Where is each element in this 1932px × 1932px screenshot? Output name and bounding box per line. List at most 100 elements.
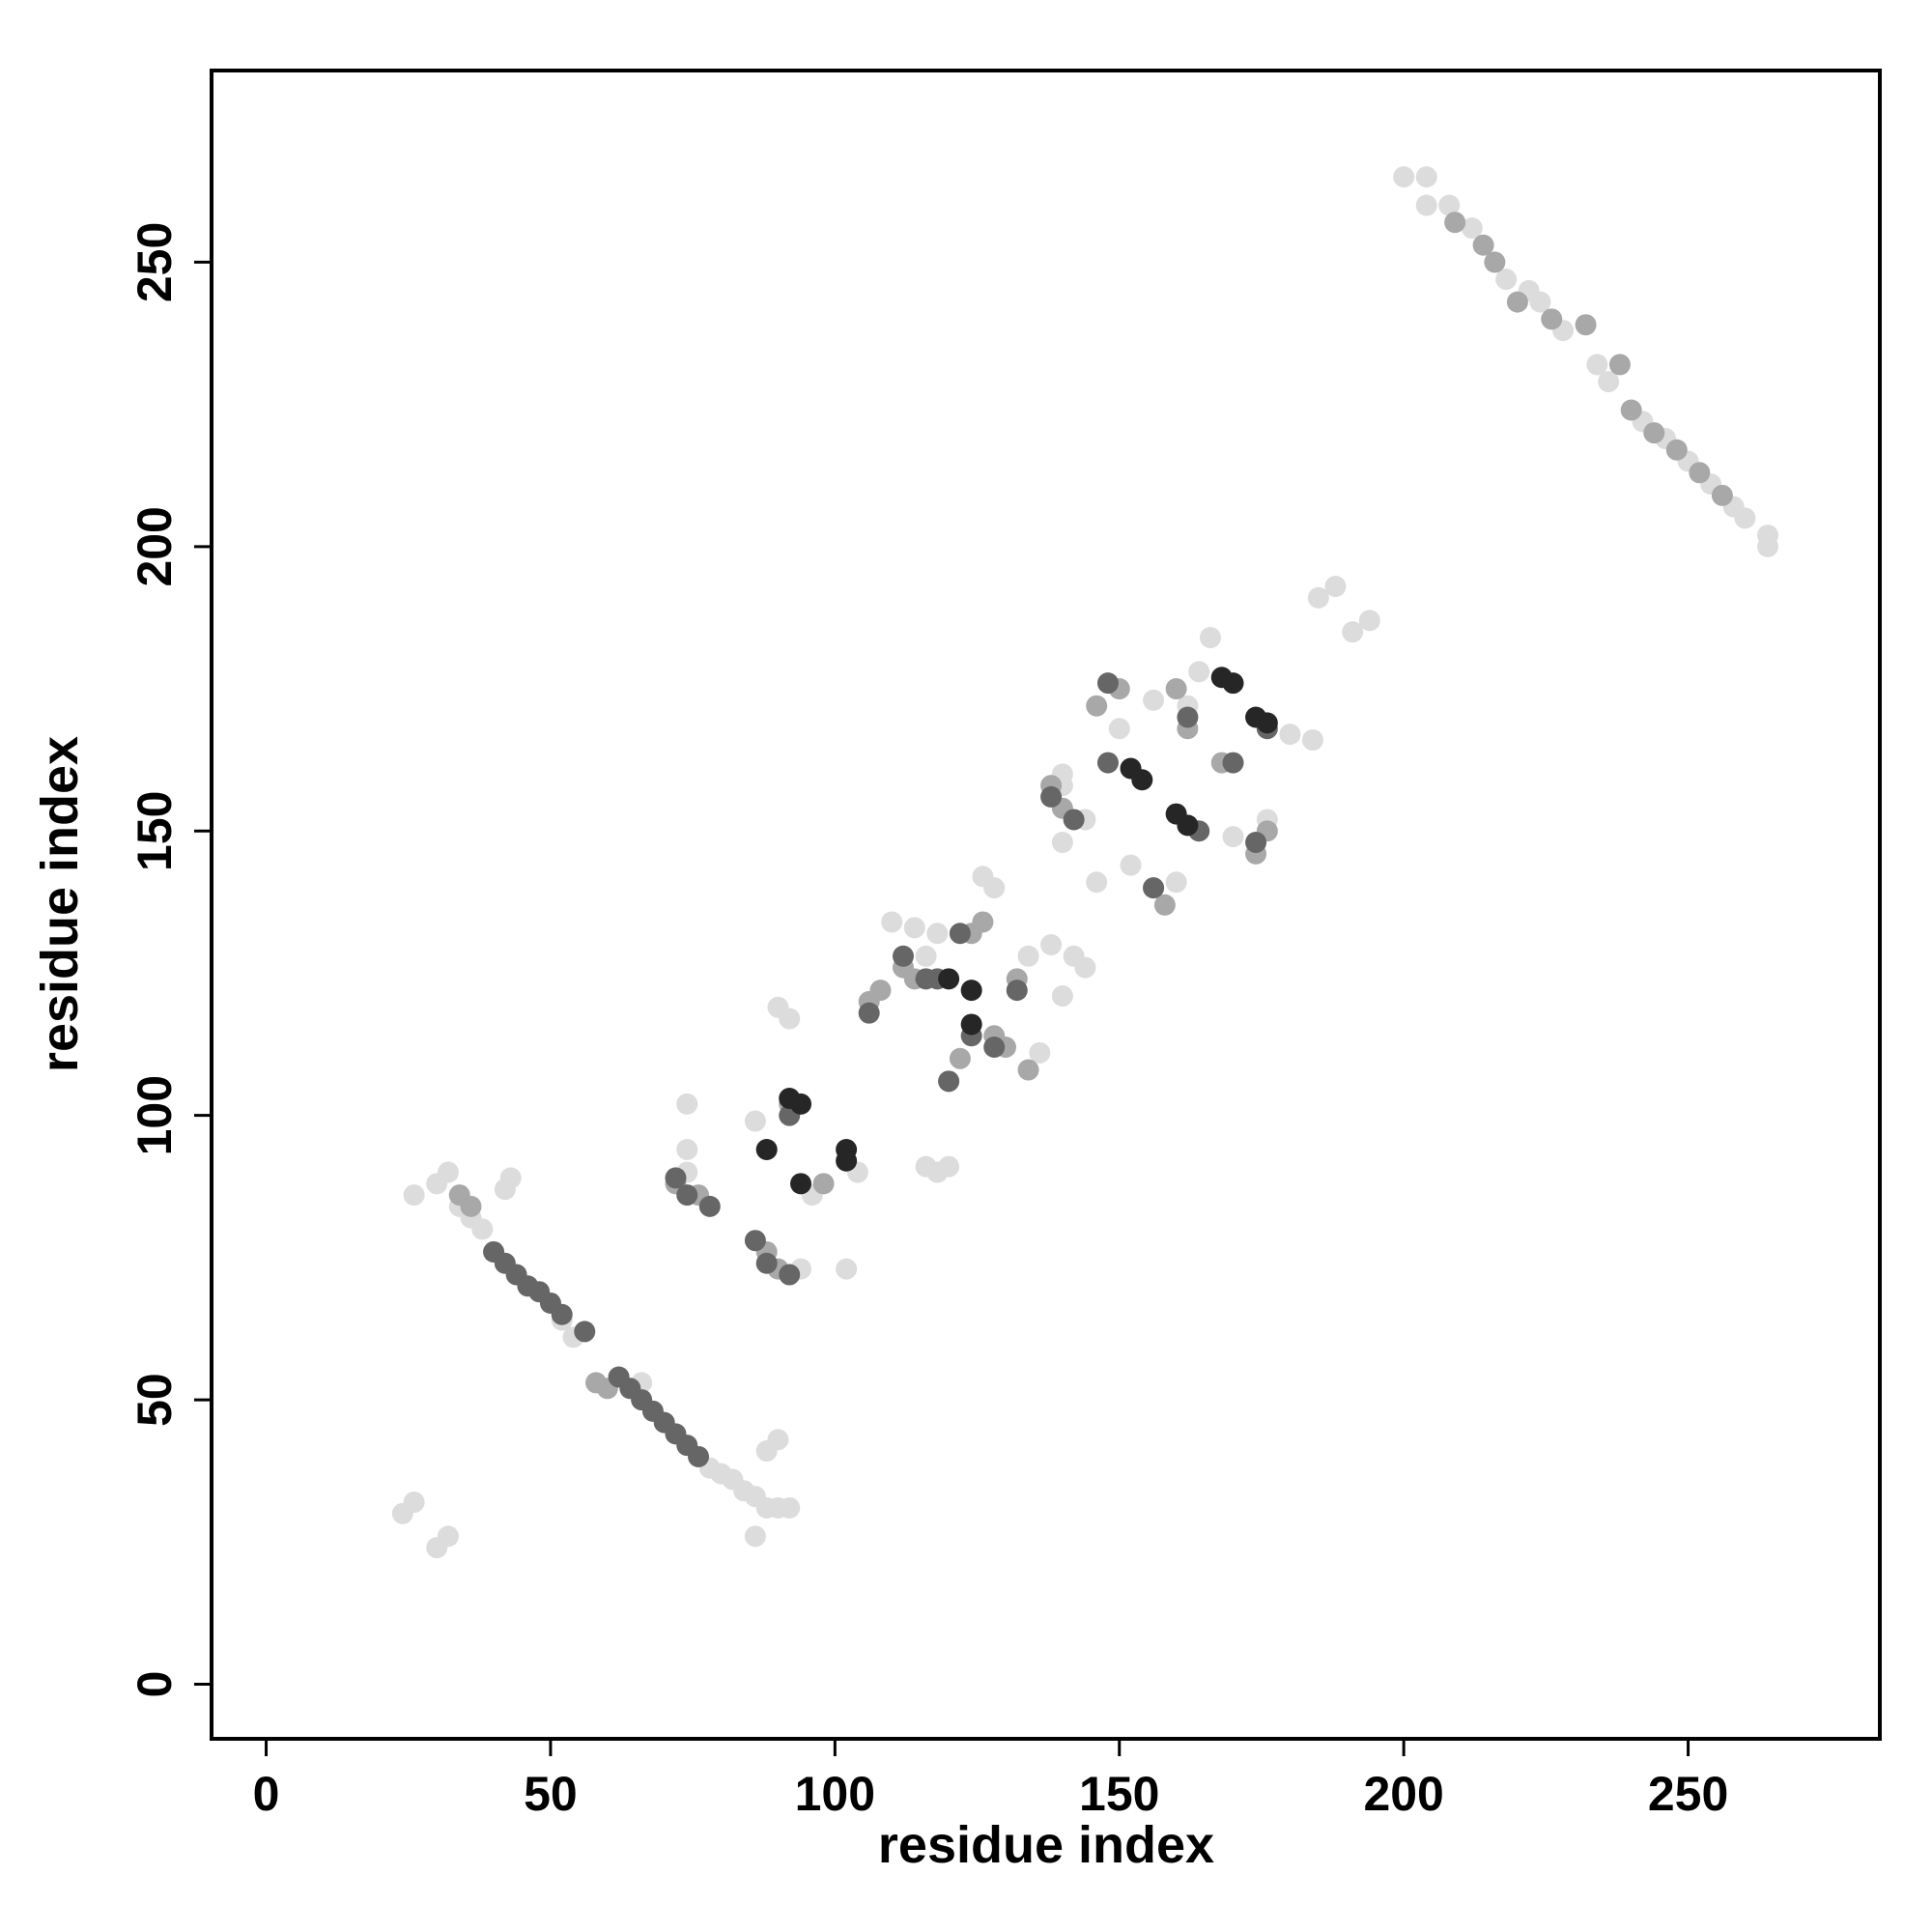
point [676,1093,698,1115]
point [403,1184,425,1207]
point [893,945,915,967]
point [983,877,1006,899]
point [688,1445,710,1467]
point [1342,621,1364,643]
point [551,1303,573,1325]
point [1006,980,1028,1002]
point [403,1492,425,1514]
y-tick-label: 200 [128,506,182,586]
point [1608,354,1631,376]
x-tick-label: 100 [795,1767,875,1821]
point [1120,854,1142,876]
x-tick-label: 250 [1648,1767,1728,1821]
point [744,1110,766,1132]
point [1506,291,1528,313]
point [1131,769,1153,791]
point [676,1138,698,1160]
point [812,1173,835,1195]
point [1222,752,1244,774]
point [960,1013,982,1036]
point [1757,535,1779,557]
y-tick-label: 50 [128,1373,182,1427]
point [1153,894,1176,916]
point [779,1008,801,1030]
point [1279,724,1301,746]
plot-frame [210,69,1882,1741]
point [574,1321,596,1343]
point [1074,956,1096,979]
y-axis-title: residue index [31,736,89,1072]
y-tick-label: 250 [128,222,182,302]
point [881,911,903,933]
point [836,1258,858,1280]
point [1177,814,1199,837]
point [779,1087,801,1109]
point [471,1218,494,1240]
point [926,1161,949,1183]
x-tick-label: 0 [253,1767,280,1821]
point [1689,462,1711,484]
point [755,1252,778,1274]
point [1165,678,1187,700]
point [1358,610,1380,632]
point [960,980,982,1002]
x-tick-label: 50 [524,1767,578,1821]
point [858,1002,880,1024]
point [1063,809,1085,831]
point [972,911,994,933]
point [779,1264,801,1286]
point [869,980,892,1002]
point [1245,832,1267,854]
point [1472,234,1494,256]
point [983,1036,1006,1058]
point [1017,1059,1039,1081]
point [437,1525,459,1548]
point [460,1195,482,1217]
point [790,1173,812,1195]
point [1108,718,1130,740]
point [1177,706,1199,728]
point [1222,672,1244,695]
point [836,1150,858,1172]
point [1086,871,1108,894]
point [755,1138,778,1160]
point [437,1161,459,1183]
point [1529,291,1551,313]
y-tick-label: 100 [128,1075,182,1155]
point [1415,194,1437,216]
point [1051,832,1073,854]
x-tick-label: 200 [1363,1767,1443,1821]
point [1096,672,1119,695]
point [1096,752,1119,774]
x-axis-title: residue index [878,1816,1214,1874]
point [676,1184,698,1207]
point [938,968,960,990]
point [779,1496,801,1519]
point [1734,507,1756,529]
y-tick-label: 0 [128,1671,182,1698]
point [1393,166,1415,188]
point [1643,422,1665,444]
point [903,917,925,939]
point [1029,1041,1051,1064]
point [949,923,971,945]
point [1438,194,1461,216]
point [1495,269,1518,291]
point [949,1047,971,1069]
point [1307,586,1329,609]
point [1051,985,1073,1008]
point [1040,785,1063,808]
point [1598,371,1620,393]
point [1143,877,1165,899]
point [1165,871,1187,894]
point [1620,399,1642,421]
point [1324,576,1347,598]
point [1711,484,1733,506]
point [1017,945,1039,967]
point [1541,308,1563,330]
point [1444,212,1466,234]
point [938,1070,960,1093]
point [1245,706,1267,728]
point [744,1230,766,1252]
